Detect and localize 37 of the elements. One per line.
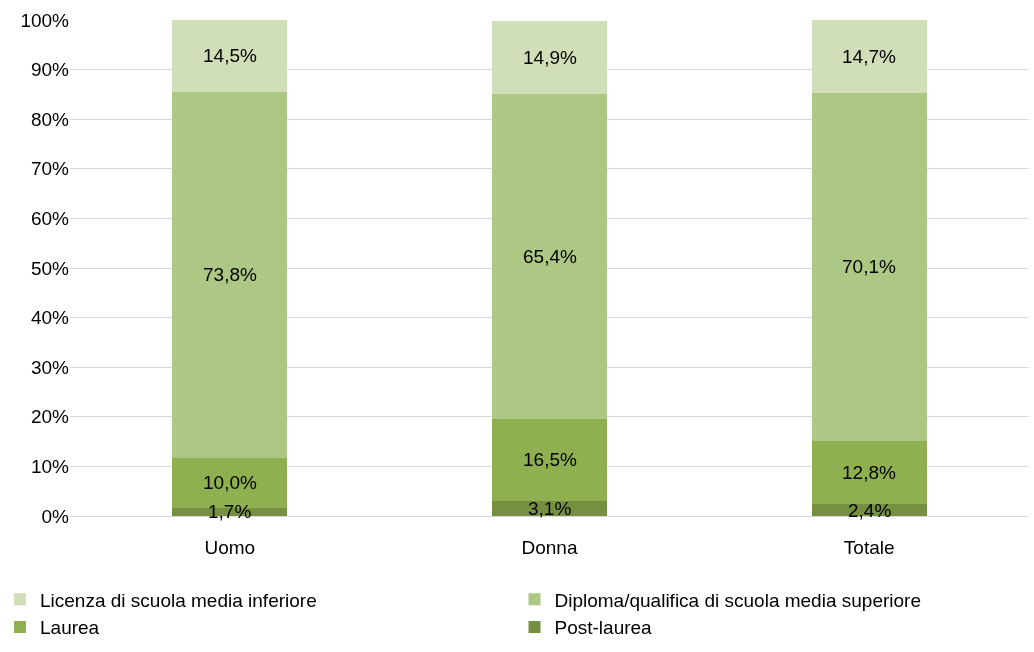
x-tick-label: Totale [843,536,895,558]
bar [172,20,288,92]
data-label: 3,1% [528,498,572,519]
y-tick-label: 0% [41,505,70,527]
y-tick-label: 20% [30,406,70,428]
x-tick-label: Donna [521,536,578,558]
legend-label: Licenza di scuola media inferiore [40,589,317,611]
data-label: 16,5% [523,449,577,470]
y-tick-label: 70% [30,158,70,180]
y-tick-label: 30% [30,356,70,378]
data-label: 65,4% [523,246,577,267]
bar [491,20,608,95]
legend-label: Post-laurea [554,617,653,639]
y-tick-label: 60% [30,208,70,230]
legend-label: Diploma/qualifica di scuola media superiore [554,589,921,611]
x-tick-label: Uomo [204,536,256,558]
data-label: 10,0% [203,472,257,493]
y-tick-label: 80% [30,108,70,130]
legend-label: Laurea [40,617,100,639]
y-tick-label: 50% [30,257,70,279]
bar [811,92,927,441]
bar [491,94,608,419]
bar [811,20,927,93]
data-label: 14,5% [203,45,257,66]
data-label: 70,1% [842,256,896,277]
data-label: 14,7% [842,46,896,67]
bar [491,418,608,501]
y-tick-label: 40% [30,307,70,329]
data-label: 12,8% [842,462,896,483]
data-label: 73,8% [203,264,257,285]
y-tick-label: 10% [30,456,70,478]
y-tick-label: 100% [20,9,70,31]
bar [172,91,288,458]
data-label: 2,4% [848,500,892,521]
data-label: 14,9% [523,47,577,68]
bar [811,440,927,505]
y-tick-label: 90% [30,59,70,81]
